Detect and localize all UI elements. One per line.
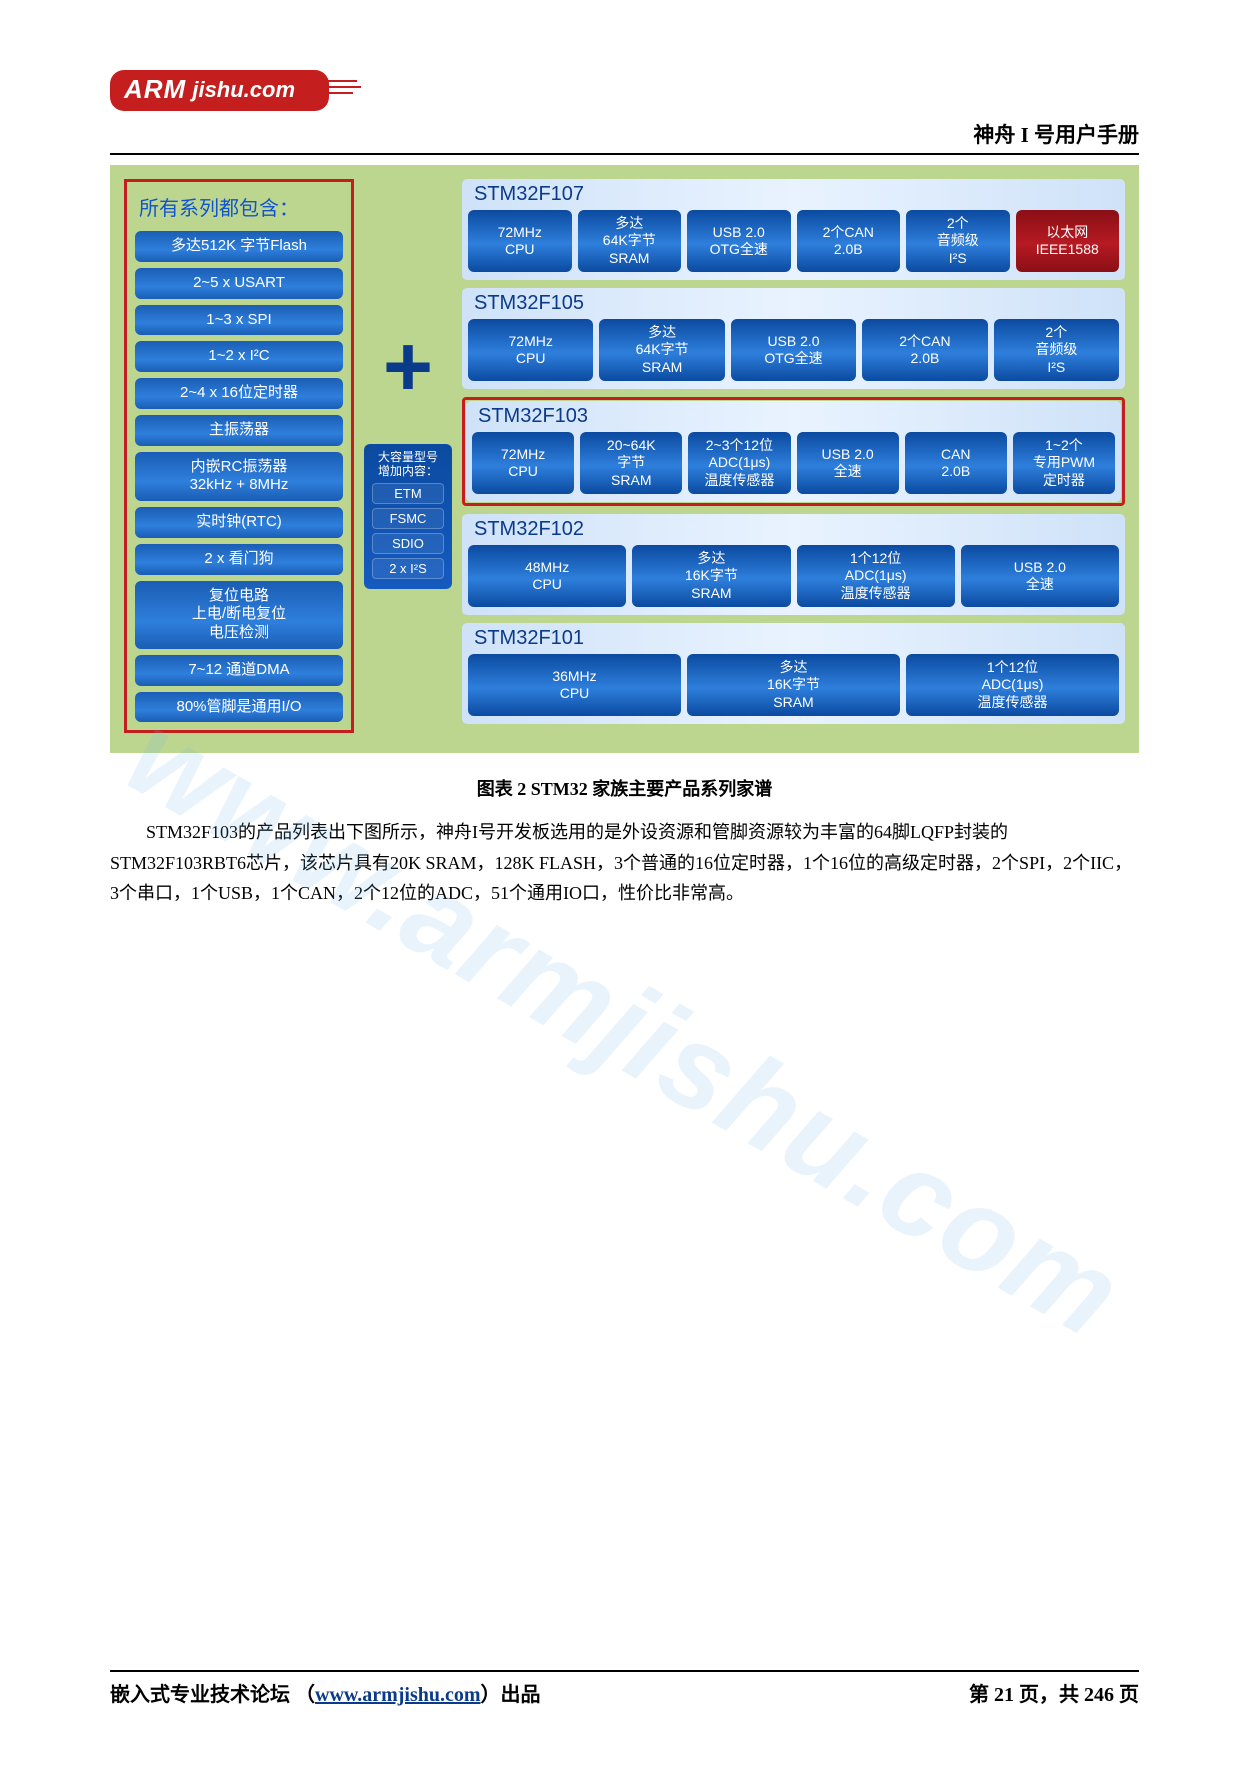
family-feature-row: 72MHzCPU多达64K字节SRAMUSB 2.0OTG全速2个CAN2.0B… [462, 210, 1125, 280]
logo-wrap: ARM jishu.com [110, 70, 1139, 111]
common-feature-pill: 1~2 x I²C [135, 341, 343, 372]
common-features-title: 所有系列都包含： [135, 190, 343, 225]
feature-pill: 2个CAN2.0B [862, 319, 987, 381]
feature-pill: 以太网IEEE1588 [1016, 210, 1120, 272]
feature-pill: USB 2.0全速 [797, 432, 899, 494]
plus-column: + 大容量型号增加内容： ETM FSMC SDIO 2 x I²S [360, 179, 456, 733]
feature-pill: USB 2.0OTG全速 [731, 319, 856, 381]
feature-pill: 2~3个12位ADC(1μs)温度传感器 [688, 432, 790, 494]
family-title: STM32F107 [462, 179, 1125, 210]
figure-caption: 图表 2 STM32 家族主要产品系列家谱 [110, 775, 1139, 801]
common-feature-pill: 复位电路上电/断电复位电压检测 [135, 581, 343, 649]
product-family-diagram: 所有系列都包含： 多达512K 字节Flash 2~5 x USART 1~3 x … [110, 165, 1139, 753]
family-title: STM32F101 [462, 623, 1125, 654]
family-stm32f102: STM32F10248MHzCPU多达16K字节SRAM1个12位ADC(1μs… [462, 514, 1125, 615]
feature-pill: USB 2.0OTG全速 [687, 210, 791, 272]
feature-pill: 1个12位ADC(1μs)温度传感器 [906, 654, 1119, 716]
plus-icon: + [383, 324, 433, 410]
common-feature-pill: 2~4 x 16位定时器 [135, 378, 343, 409]
logo-domain: jishu.com [192, 77, 295, 103]
feature-pill: 2个CAN2.0B [797, 210, 901, 272]
common-feature-pill: 1~3 x SPI [135, 305, 343, 336]
document-title: 神舟 I 号用户手册 [110, 119, 1139, 155]
common-feature-pill: 主振荡器 [135, 415, 343, 446]
feature-pill: CAN2.0B [905, 432, 1007, 494]
feature-pill: 72MHzCPU [472, 432, 574, 494]
common-feature-pill: 内嵌RC振荡器32kHz + 8MHz [135, 452, 343, 502]
feature-pill: 多达64K字节SRAM [578, 210, 682, 272]
families-column: STM32F10772MHzCPU多达64K字节SRAMUSB 2.0OTG全速… [462, 179, 1125, 733]
feature-pill: USB 2.0全速 [961, 545, 1119, 607]
feature-pill: 多达64K字节SRAM [599, 319, 724, 381]
feature-pill: 多达16K字节SRAM [687, 654, 900, 716]
footer-left: 嵌入式专业技术论坛 （www.armjishu.com）出品 [110, 1678, 541, 1707]
family-title: STM32F105 [462, 288, 1125, 319]
common-features-panel: 所有系列都包含： 多达512K 字节Flash 2~5 x USART 1~3 x … [124, 179, 354, 733]
family-title: STM32F103 [466, 401, 1121, 432]
extra-feature-item: SDIO [372, 533, 444, 554]
body-paragraph: STM32F103的产品列表出下图所示，神舟I号开发板选用的是外设资源和管脚资源… [110, 817, 1139, 909]
large-capacity-extra-box: 大容量型号增加内容： ETM FSMC SDIO 2 x I²S [364, 444, 452, 589]
common-feature-pill: 实时钟(RTC) [135, 507, 343, 538]
family-stm32f103: STM32F10372MHzCPU20~64K字节SRAM2~3个12位ADC(… [462, 397, 1125, 506]
extra-feature-item: ETM [372, 483, 444, 504]
site-logo: ARM jishu.com [110, 70, 311, 111]
feature-pill: 20~64K字节SRAM [580, 432, 682, 494]
footer-page-number: 第 21 页，共 246 页 [969, 1678, 1139, 1707]
family-title: STM32F102 [462, 514, 1125, 545]
feature-pill: 72MHzCPU [468, 210, 572, 272]
family-stm32f105: STM32F10572MHzCPU多达64K字节SRAMUSB 2.0OTG全速… [462, 288, 1125, 389]
common-feature-pill: 7~12 通道DMA [135, 655, 343, 686]
footer-link[interactable]: www.armjishu.com [315, 1684, 481, 1706]
logo-arm: ARM [124, 74, 186, 105]
feature-pill: 48MHzCPU [468, 545, 626, 607]
extra-box-title: 大容量型号增加内容： [372, 450, 444, 479]
family-feature-row: 72MHzCPU20~64K字节SRAM2~3个12位ADC(1μs)温度传感器… [466, 432, 1121, 502]
family-stm32f107: STM32F10772MHzCPU多达64K字节SRAMUSB 2.0OTG全速… [462, 179, 1125, 280]
family-feature-row: 72MHzCPU多达64K字节SRAMUSB 2.0OTG全速2个CAN2.0B… [462, 319, 1125, 389]
feature-pill: 72MHzCPU [468, 319, 593, 381]
feature-pill: 1个12位ADC(1μs)温度传感器 [797, 545, 955, 607]
feature-pill: 1~2个专用PWM定时器 [1013, 432, 1115, 494]
common-feature-pill: 80%管脚是通用I/O [135, 692, 343, 723]
page-footer: 嵌入式专业技术论坛 （www.armjishu.com）出品 第 21 页，共 … [110, 1670, 1139, 1707]
family-stm32f101: STM32F10136MHzCPU多达16K字节SRAM1个12位ADC(1μs… [462, 623, 1125, 724]
family-feature-row: 36MHzCPU多达16K字节SRAM1个12位ADC(1μs)温度传感器 [462, 654, 1125, 724]
common-feature-pill: 2 x 看门狗 [135, 544, 343, 575]
extra-feature-item: FSMC [372, 508, 444, 529]
common-feature-pill: 多达512K 字节Flash [135, 231, 343, 262]
feature-pill: 多达16K字节SRAM [632, 545, 790, 607]
family-feature-row: 48MHzCPU多达16K字节SRAM1个12位ADC(1μs)温度传感器USB… [462, 545, 1125, 615]
feature-pill: 2个音频级I²S [994, 319, 1119, 381]
feature-pill: 36MHzCPU [468, 654, 681, 716]
extra-feature-item: 2 x I²S [372, 558, 444, 579]
feature-pill: 2个音频级I²S [906, 210, 1010, 272]
common-feature-pill: 2~5 x USART [135, 268, 343, 299]
